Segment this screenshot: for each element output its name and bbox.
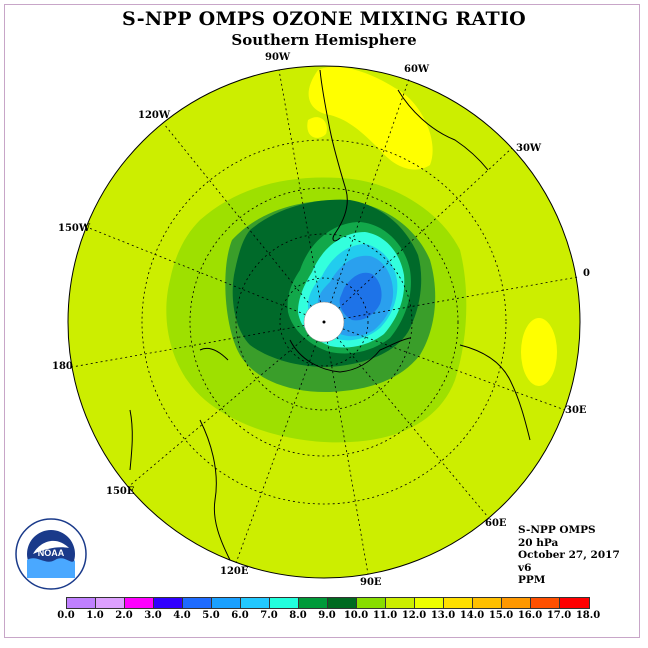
info-version: v6 bbox=[518, 561, 532, 574]
lon-label-150w: 150W bbox=[58, 223, 91, 234]
lon-label-30w: 30W bbox=[516, 143, 542, 154]
lon-label-30e: 30E bbox=[565, 405, 587, 416]
colorbar-swatch bbox=[328, 598, 357, 608]
map-title: S-NPP OMPS OZONE MIXING RATIO bbox=[121, 8, 527, 30]
colorbar-tick-label: 16.0 bbox=[517, 610, 543, 621]
info-instrument: S-NPP OMPS bbox=[518, 524, 596, 536]
noaa-logo: NOAA bbox=[15, 518, 87, 590]
latitude-circle-70s bbox=[235, 233, 413, 411]
south-pole-marker bbox=[322, 320, 326, 324]
colorbar-swatch bbox=[444, 598, 473, 608]
colorbar-swatch bbox=[241, 598, 270, 608]
coastline-australia bbox=[199, 419, 231, 561]
lon-label-180: 180 bbox=[52, 361, 73, 372]
colorbar-tick-label: 12.0 bbox=[401, 610, 427, 621]
colorbar-tick-label: 9.0 bbox=[318, 610, 336, 621]
lon-label-90e: 90E bbox=[360, 577, 382, 588]
lon-label-60w: 60W bbox=[404, 64, 430, 75]
colorbar-tick-label: 1.0 bbox=[86, 610, 104, 621]
colorbar-swatch bbox=[357, 598, 386, 608]
lon-label-120e: 120E bbox=[220, 566, 249, 577]
colorbar-swatch bbox=[67, 598, 96, 608]
info-level: 20 hPa bbox=[518, 536, 559, 549]
coastlines bbox=[129, 69, 531, 561]
lon-label-150e: 150E bbox=[106, 486, 135, 497]
info-block: S-NPP OMPS 20 hPa October 27, 2017 v6 PP… bbox=[518, 524, 620, 587]
coastline-antarctica bbox=[289, 337, 411, 373]
colorbar-tick-label: 8.0 bbox=[289, 610, 307, 621]
colorbar-swatch bbox=[154, 598, 183, 608]
colorbar-swatch bbox=[270, 598, 299, 608]
lon-label-60e: 60E bbox=[485, 518, 507, 529]
meridian-150w bbox=[88, 227, 325, 323]
colorbar-tick-label: 15.0 bbox=[488, 610, 514, 621]
colorbar-tick-label: 6.0 bbox=[231, 610, 249, 621]
coastline-south-america-east bbox=[397, 89, 489, 171]
colorbar-swatch bbox=[473, 598, 502, 608]
colorbar-tick-label: 5.0 bbox=[202, 610, 220, 621]
colorbar-tick-label: 13.0 bbox=[430, 610, 456, 621]
graticule bbox=[71, 69, 579, 575]
colorbar-tick-label: 4.0 bbox=[173, 610, 191, 621]
colorbar bbox=[66, 597, 590, 609]
colorbar-tick-label: 7.0 bbox=[260, 610, 278, 621]
colorbar-swatch bbox=[183, 598, 212, 608]
colorbar-tick-label: 3.0 bbox=[144, 610, 162, 621]
colorbar-tick-label: 17.0 bbox=[546, 610, 572, 621]
colorbar-swatch bbox=[212, 598, 241, 608]
noaa-logo-text: NOAA bbox=[38, 548, 65, 558]
colorbar-tick-label: 11.0 bbox=[372, 610, 398, 621]
coastline-south-america bbox=[319, 69, 348, 242]
colorbar-swatch bbox=[560, 598, 589, 608]
colorbar-tick-label: 0.0 bbox=[57, 610, 75, 621]
map-outline bbox=[67, 65, 581, 579]
ozone-maximum-region-north bbox=[308, 66, 433, 170]
colorbar-swatch bbox=[502, 598, 531, 608]
colorbar-tick-label: 18.0 bbox=[575, 610, 601, 621]
ozone-maximum-region-east bbox=[521, 318, 557, 386]
colorbar-swatch bbox=[531, 598, 560, 608]
ozone-maximum-region-small bbox=[307, 117, 327, 138]
map-subtitle: Southern Hemisphere bbox=[231, 31, 417, 49]
colorbar-tick-label: 14.0 bbox=[459, 610, 485, 621]
colorbar-swatch bbox=[96, 598, 125, 608]
lon-label-90w: 90W bbox=[265, 52, 291, 63]
colorbar-swatch bbox=[415, 598, 444, 608]
coastline-new-zealand bbox=[199, 347, 229, 361]
latitude-circle-80s bbox=[279, 277, 369, 367]
colorbar-tick-label: 2.0 bbox=[115, 610, 133, 621]
coastline-africa bbox=[459, 344, 531, 441]
colorbar-swatch bbox=[386, 598, 415, 608]
latitude-circle-60s bbox=[189, 187, 459, 457]
colorbar-tick-label: 10.0 bbox=[343, 610, 369, 621]
ozone-band-3-4ppm bbox=[339, 272, 382, 321]
info-date: October 27, 2017 bbox=[518, 549, 620, 561]
lon-label-0: 0 bbox=[583, 268, 590, 279]
figure-frame bbox=[4, 4, 640, 638]
colorbar-swatch bbox=[299, 598, 328, 608]
info-units: PPM bbox=[518, 574, 546, 586]
latitude-circle-50s bbox=[141, 139, 507, 505]
colorbar-swatch bbox=[125, 598, 154, 608]
lon-label-120w: 120W bbox=[138, 110, 171, 121]
coastline-islands bbox=[129, 409, 133, 471]
